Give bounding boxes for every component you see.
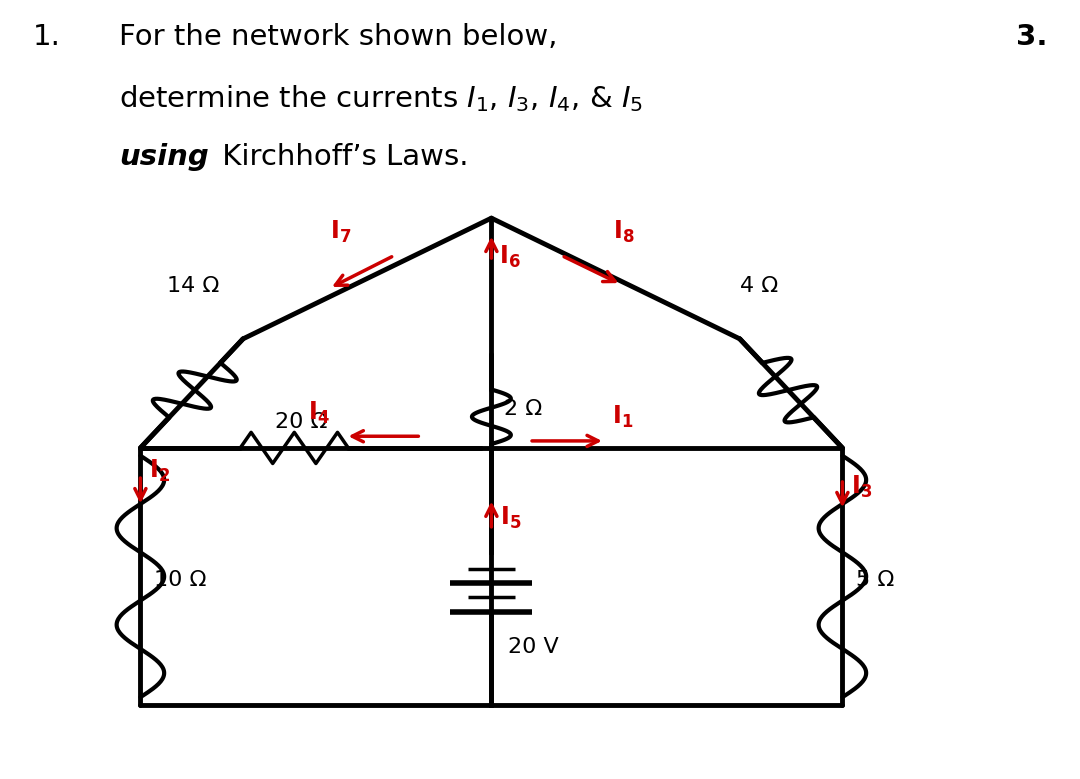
Text: 3.: 3. bbox=[1016, 23, 1048, 51]
Text: 5 Ω: 5 Ω bbox=[856, 570, 895, 590]
Text: For the network shown below,: For the network shown below, bbox=[119, 23, 557, 51]
Text: $\mathbf{I_7}$: $\mathbf{I_7}$ bbox=[329, 219, 351, 245]
Text: Kirchhoff’s Laws.: Kirchhoff’s Laws. bbox=[213, 143, 469, 171]
Text: 20 V: 20 V bbox=[508, 636, 558, 657]
Text: determine the currents $I_1$, $I_3$, $I_4$, & $I_5$: determine the currents $I_1$, $I_3$, $I_… bbox=[119, 83, 643, 115]
Text: 10 Ω: 10 Ω bbox=[154, 570, 207, 590]
Text: $\mathbf{I_8}$: $\mathbf{I_8}$ bbox=[613, 219, 635, 245]
Text: 2 Ω: 2 Ω bbox=[504, 399, 542, 419]
Text: using: using bbox=[119, 143, 208, 171]
Text: 1.: 1. bbox=[32, 23, 60, 51]
Text: $\mathbf{I_4}$: $\mathbf{I_4}$ bbox=[308, 400, 329, 426]
Text: $\mathbf{I_5}$: $\mathbf{I_5}$ bbox=[500, 505, 522, 531]
Text: 14 Ω: 14 Ω bbox=[167, 276, 219, 296]
Text: 4 Ω: 4 Ω bbox=[740, 276, 778, 296]
Text: $\mathbf{I_2}$: $\mathbf{I_2}$ bbox=[149, 458, 170, 485]
Text: $\mathbf{I_1}$: $\mathbf{I_1}$ bbox=[612, 404, 634, 430]
Text: 20 Ω: 20 Ω bbox=[275, 412, 328, 432]
Text: $\mathbf{I_3}$: $\mathbf{I_3}$ bbox=[851, 474, 873, 500]
Text: $\mathbf{I_6}$: $\mathbf{I_6}$ bbox=[499, 244, 521, 270]
